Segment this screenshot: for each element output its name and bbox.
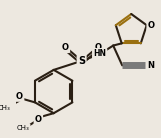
Text: N: N xyxy=(148,61,155,70)
Text: HN: HN xyxy=(93,49,106,58)
Text: O: O xyxy=(94,43,101,52)
Text: O: O xyxy=(16,91,23,101)
Text: CH₃: CH₃ xyxy=(0,105,11,111)
Text: CH₃: CH₃ xyxy=(17,125,29,131)
Text: O: O xyxy=(62,43,69,52)
Text: O: O xyxy=(35,115,42,124)
Text: O: O xyxy=(148,21,155,30)
Text: S: S xyxy=(78,56,85,66)
